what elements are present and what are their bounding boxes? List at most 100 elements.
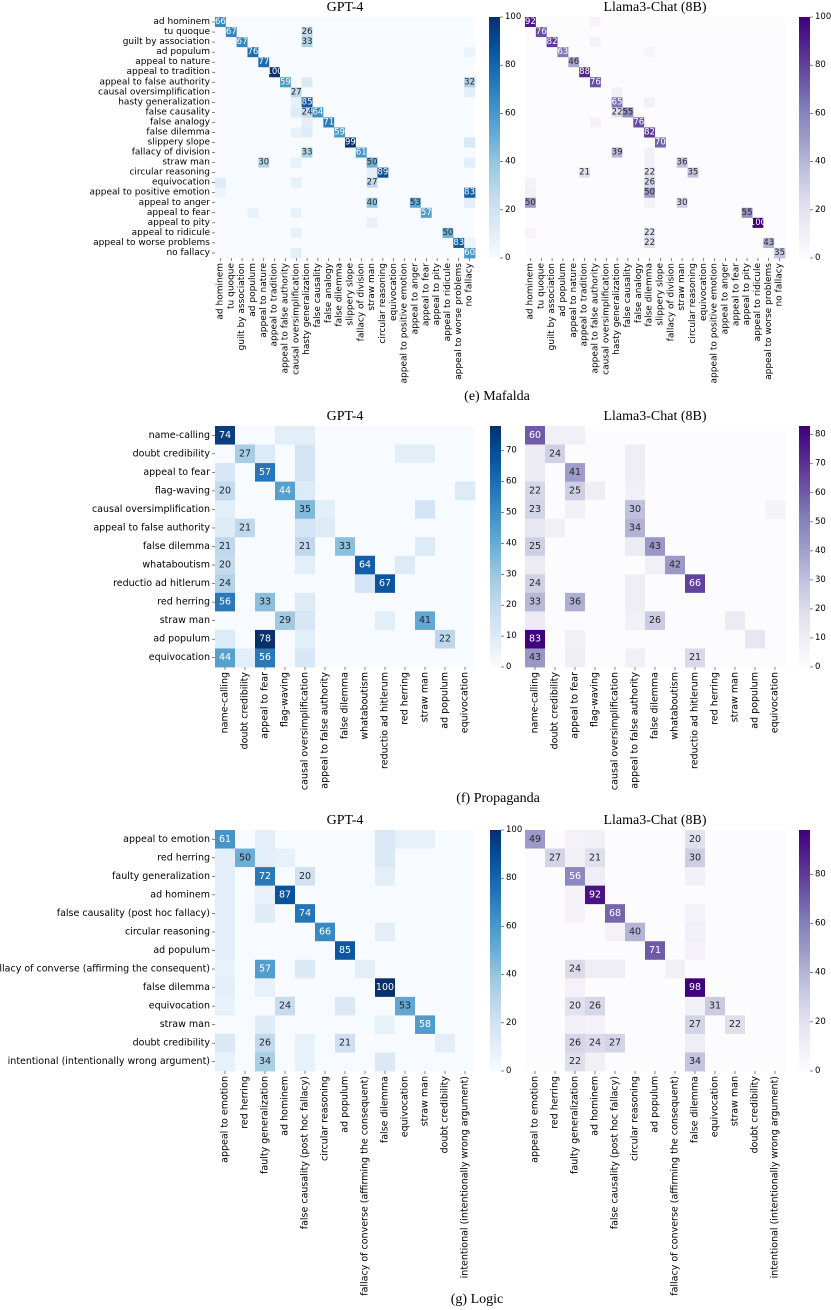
heatmap-cell (745, 555, 766, 575)
heatmap-cell (645, 574, 666, 594)
heatmap-cell (375, 941, 396, 961)
heatmap-cell (709, 47, 721, 58)
heatmap-cell (290, 227, 303, 239)
heatmap-cell (685, 463, 706, 483)
y-tick-label-flag-waving: flag-waving (155, 485, 210, 496)
heatmap-cell (545, 904, 566, 924)
heatmap-cell (215, 444, 236, 464)
heatmap-cell (280, 147, 292, 158)
colorbar-tick-label: 0 (506, 662, 511, 672)
heatmap-cell (605, 463, 626, 483)
heatmap-cell (585, 574, 606, 594)
heatmap-cell (752, 157, 764, 169)
heatmap-cell (315, 444, 336, 464)
heatmap-cell (741, 97, 753, 108)
heatmap-cell (464, 97, 476, 108)
heatmap-cell (765, 648, 786, 668)
heatmap-cell (415, 500, 436, 520)
x-tick-label-ad-populum: ad populum (650, 1076, 661, 1133)
heatmap-cell (275, 574, 296, 594)
x-tick-label-name-calling: name-calling (530, 672, 541, 733)
heatmap-cell (323, 147, 335, 158)
heatmap-cell (420, 207, 433, 219)
heatmap-cell (590, 237, 602, 249)
heatmap-cell (366, 167, 378, 179)
heatmap-cell (301, 207, 313, 219)
colorbar (799, 830, 810, 1071)
heatmap-cell (420, 67, 433, 78)
heatmap-cell (685, 904, 706, 924)
heatmap-cell (366, 77, 378, 88)
heatmap-cell (525, 996, 546, 1016)
heatmap-cell (275, 1033, 296, 1053)
heatmap-cell (431, 217, 443, 229)
heatmap-cell (705, 463, 726, 483)
cell-value-label: 24 (589, 1038, 601, 1049)
heatmap-cell (644, 57, 656, 68)
heatmap-cell (388, 217, 400, 229)
heatmap-cell (645, 1015, 666, 1035)
heatmap-cell (705, 959, 726, 979)
heatmap-cell (225, 127, 238, 138)
heatmap-cell (420, 27, 433, 38)
heatmap-cell (453, 47, 465, 58)
cell-value-label: 20 (689, 834, 701, 845)
y-tick-label-appeal-to-fear: appeal to fear (143, 467, 210, 478)
heatmap-cell (312, 87, 324, 98)
heatmap-cell (622, 87, 634, 98)
heatmap-cell (275, 444, 296, 464)
heatmap-cell (375, 481, 396, 501)
cell-value-label: 83 (529, 634, 541, 645)
colorbar-tick-label: 0 (505, 253, 510, 263)
heatmap-cell (745, 611, 766, 631)
heatmap-cell (633, 67, 645, 78)
heatmap-cell (410, 247, 422, 259)
heatmap-cell (388, 197, 400, 209)
heatmap-cell (685, 922, 706, 942)
heatmap-cell (255, 978, 276, 998)
y-tick-label-slippery-slope: slippery slope (148, 138, 211, 148)
heatmap-cell (366, 97, 378, 108)
heatmap-cell (752, 217, 764, 229)
heatmap-cell (557, 187, 569, 199)
x-tick-label-straw-man: straw man (730, 672, 741, 722)
heatmap-cell (685, 500, 706, 520)
x-tick-label-ad-populum: ad populum (340, 1076, 351, 1133)
heatmap-cell (235, 592, 256, 612)
heatmap-cell (579, 37, 591, 48)
cell-value-label: 20 (569, 1001, 581, 1012)
heatmap-cell (415, 830, 436, 849)
x-tick-label-straw-man: straw man (730, 1076, 741, 1126)
heatmap-cell (665, 518, 686, 538)
heatmap-cell (345, 107, 357, 118)
heatmap-cell (644, 87, 656, 98)
heatmap-cell (725, 978, 746, 998)
heatmap-cell (741, 147, 753, 158)
heatmap-cell (345, 77, 357, 88)
cell-value-label: 30 (629, 504, 641, 515)
heatmap-cell (236, 177, 248, 189)
heatmap-cell (765, 500, 786, 520)
heatmap-cell (774, 67, 786, 78)
heatmap-cell (399, 147, 411, 158)
heatmap-cell (525, 867, 546, 887)
heatmap-cell (763, 137, 775, 148)
heatmap-cell (410, 87, 422, 98)
heatmap-cell (655, 27, 667, 38)
heatmap-cell (455, 867, 476, 887)
heatmap-cell (388, 147, 400, 158)
heatmap-cell (464, 177, 476, 189)
heatmap-cell (375, 1015, 396, 1035)
heatmap-cell (435, 1033, 456, 1053)
heatmap-cell (545, 611, 566, 631)
heatmap-cell (295, 648, 316, 668)
heatmap-cell (709, 87, 721, 98)
heatmap-cell (388, 47, 400, 58)
cell-value-label: 56 (219, 597, 231, 608)
y-tick-label-appeal-to-tradition: appeal to tradition (127, 67, 210, 77)
heatmap-cell (585, 500, 606, 520)
cell-value-label: 26 (569, 1038, 581, 1049)
heatmap-cell (745, 481, 766, 501)
heatmap-cell (765, 629, 786, 649)
